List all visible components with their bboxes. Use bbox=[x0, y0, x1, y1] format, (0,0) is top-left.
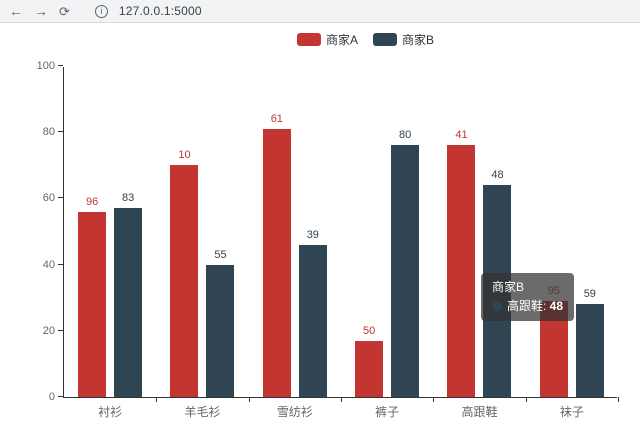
y-axis-tick bbox=[58, 263, 63, 265]
back-icon[interactable]: ← bbox=[9, 3, 23, 19]
bar-series-0-cat-1[interactable]: 10 bbox=[170, 149, 199, 397]
browser-toolbar: ← → ⟳ i 127.0.0.1:5000 bbox=[0, 0, 640, 23]
bar-value-label: 95 bbox=[547, 285, 560, 298]
bar-value-label: 10 bbox=[178, 149, 191, 162]
x-axis-category-label: 裤子 bbox=[375, 405, 400, 419]
bar-series-0-cat-0[interactable]: 96 bbox=[78, 196, 107, 397]
bar-value-label: 96 bbox=[86, 195, 99, 208]
url-text[interactable]: 127.0.0.1:5000 bbox=[118, 4, 202, 18]
bar-value-label: 59 bbox=[583, 288, 596, 301]
x-axis-category-label: 袜子 bbox=[559, 405, 584, 419]
bar-series-0-cat-3[interactable]: 50 bbox=[355, 325, 384, 397]
x-axis-tick bbox=[341, 397, 342, 402]
series-b-swatch-icon bbox=[373, 33, 398, 46]
bar-series-1-cat-1[interactable]: 55 bbox=[206, 249, 235, 397]
x-axis-tick bbox=[618, 397, 619, 402]
x-axis-category-label: 高跟鞋 bbox=[461, 405, 498, 419]
x-axis-category-label: 衬衫 bbox=[98, 405, 123, 419]
y-axis-tick bbox=[58, 396, 63, 397]
legend-label-series-a: 商家A bbox=[326, 33, 359, 47]
y-axis-tick-label: 60 bbox=[42, 192, 55, 205]
legend-item-series-b[interactable]: 商家B bbox=[373, 31, 434, 48]
x-axis-category-label: 雪纺衫 bbox=[276, 405, 313, 419]
bar-series-0-cat-4[interactable]: 41 bbox=[447, 129, 476, 397]
bar-value-label: 41 bbox=[455, 129, 468, 142]
chart-legend: 商家A 商家B bbox=[297, 31, 434, 48]
y-axis-tick-label: 100 bbox=[36, 60, 55, 72]
forward-icon[interactable]: → bbox=[34, 3, 48, 19]
legend-label-series-b: 商家B bbox=[402, 33, 435, 47]
bar-series-0-cat-5[interactable]: 95 bbox=[539, 285, 568, 397]
info-icon[interactable]: i bbox=[94, 4, 108, 18]
x-axis-tick bbox=[248, 397, 250, 402]
x-axis-tick bbox=[433, 397, 435, 402]
bar-value-label: 39 bbox=[306, 228, 319, 241]
x-axis-tick bbox=[156, 397, 158, 402]
bar-value-label: 50 bbox=[363, 324, 376, 337]
bar-series-0-cat-2[interactable]: 61 bbox=[262, 113, 291, 397]
plot-area: 0 20 40 60 80 100 96 83 衬衫 10 55 羊毛衫 61 39 雪纺衫 50 80 裤子 41… bbox=[37, 60, 619, 419]
y-axis-tick bbox=[58, 65, 63, 66]
bar-value-label: 61 bbox=[270, 112, 283, 125]
category-group-1: 10 55 bbox=[156, 67, 248, 397]
bar-chart: 商家A 商家B 0 20 40 60 80 100 96 83 衬衫 10 55 羊毛衫 61 39 雪纺衫… bbox=[0, 23, 640, 433]
y-axis-tick-label: 40 bbox=[42, 258, 55, 271]
y-axis-tick-label: 20 bbox=[42, 324, 55, 337]
y-axis-tick-label: 80 bbox=[42, 126, 55, 139]
x-axis-tick bbox=[525, 397, 527, 402]
series-a-swatch-icon bbox=[297, 33, 321, 46]
x-axis-category-label: 羊毛衫 bbox=[184, 405, 221, 419]
category-group-4: 41 48 bbox=[433, 67, 525, 397]
bar-series-1-cat-2[interactable]: 39 bbox=[298, 229, 327, 397]
y-axis-tick bbox=[58, 131, 63, 133]
y-axis-tick bbox=[58, 329, 63, 331]
bar-value-label: 83 bbox=[122, 192, 135, 205]
category-group-2: 61 39 bbox=[249, 67, 341, 397]
category-group-0: 96 83 bbox=[64, 67, 156, 397]
bar-series-1-cat-4[interactable]: 48 bbox=[483, 169, 512, 397]
bar-value-label: 48 bbox=[491, 169, 504, 182]
y-axis-tick bbox=[58, 197, 63, 199]
bar-series-1-cat-3[interactable]: 80 bbox=[391, 129, 420, 397]
category-group-3: 50 80 bbox=[341, 67, 433, 397]
bar-value-label: 55 bbox=[214, 248, 227, 261]
category-group-5: 95 59 bbox=[526, 67, 618, 397]
bar-value-label: 80 bbox=[399, 129, 412, 142]
legend-item-series-a[interactable]: 商家A bbox=[297, 31, 358, 48]
bar-series-1-cat-0[interactable]: 83 bbox=[114, 192, 143, 397]
bar-series-1-cat-5[interactable]: 59 bbox=[575, 288, 604, 397]
reload-icon[interactable]: ⟳ bbox=[59, 3, 70, 19]
y-axis-tick-label: 0 bbox=[48, 391, 55, 403]
